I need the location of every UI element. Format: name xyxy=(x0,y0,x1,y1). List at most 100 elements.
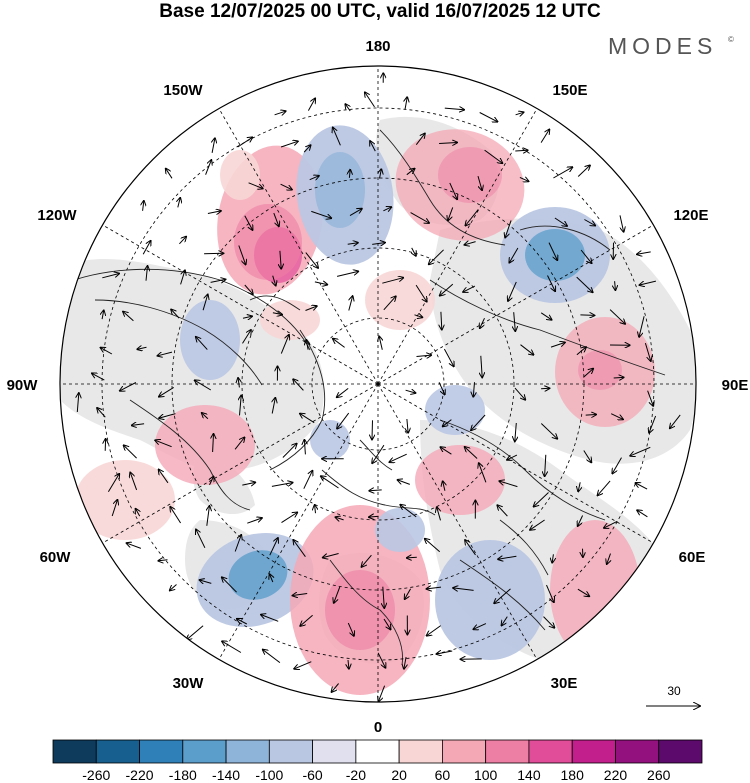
colorbar-swatch xyxy=(441,739,487,764)
wind-vector xyxy=(300,414,315,424)
coastline xyxy=(94,299,263,386)
wind-vector xyxy=(453,588,474,591)
wind-vector xyxy=(580,315,594,316)
map-disk xyxy=(60,66,696,702)
wind-vector xyxy=(281,513,298,524)
wind-vector xyxy=(210,477,214,486)
wind-vector xyxy=(271,483,293,487)
coastline xyxy=(129,399,251,511)
colorbar-tick-label: 220 xyxy=(604,767,628,783)
wind-vector xyxy=(242,330,251,344)
wind-vector xyxy=(441,447,452,455)
wind-vector xyxy=(159,560,168,561)
wind-vector xyxy=(238,245,246,265)
wind-vector xyxy=(640,280,657,285)
wind-vector xyxy=(505,220,512,237)
wind-vector xyxy=(427,625,441,636)
wind-vector xyxy=(244,215,253,230)
wind-vector xyxy=(612,457,622,474)
coastline xyxy=(359,439,393,471)
wind-vector xyxy=(553,167,572,179)
colorbar-tick-label: -60 xyxy=(302,767,322,783)
wind-vector xyxy=(437,651,453,654)
wind-vector xyxy=(242,482,255,485)
wind-vector xyxy=(649,415,657,433)
wind-vector xyxy=(466,209,479,225)
colorbar-tick-label: -140 xyxy=(212,767,240,783)
wind-vector xyxy=(550,343,565,348)
wind-vector xyxy=(554,217,567,226)
wind-vector xyxy=(136,509,140,517)
coastline xyxy=(269,329,326,471)
wind-vector xyxy=(580,249,591,263)
coastline-layer xyxy=(60,129,666,666)
wind-vector xyxy=(196,337,208,350)
wind-vector xyxy=(205,160,212,175)
wind-vector xyxy=(583,450,592,463)
wind-vector xyxy=(502,616,508,626)
wind-vector xyxy=(429,249,444,264)
wind-vector xyxy=(323,553,339,558)
meridian-line xyxy=(102,224,379,385)
wind-vector xyxy=(471,414,486,430)
wind-vector xyxy=(212,138,215,153)
wind-vector xyxy=(200,580,212,583)
wind-vector xyxy=(383,586,385,608)
wind-vector xyxy=(440,283,454,296)
wind-vector xyxy=(372,420,373,439)
wind-vector xyxy=(498,556,517,559)
wind-vector xyxy=(520,344,534,355)
wind-vector xyxy=(499,481,518,488)
coastline xyxy=(519,225,611,251)
wind-vector xyxy=(514,312,516,331)
wind-vector xyxy=(576,276,593,292)
colorbar-swatch xyxy=(268,739,313,764)
wind-vector xyxy=(170,507,182,524)
anomaly-contour xyxy=(220,150,260,200)
lon-label-30e: 30E xyxy=(551,675,578,692)
coastline xyxy=(499,519,549,576)
lon-label-120w: 120W xyxy=(37,207,77,224)
wind-vector xyxy=(479,112,498,122)
wind-vector xyxy=(410,212,429,223)
wind-vector xyxy=(315,505,316,514)
wind-vector xyxy=(379,685,386,702)
wind-vector xyxy=(465,242,476,245)
colorbar-swatch xyxy=(355,739,400,764)
wind-vector xyxy=(127,543,142,549)
wind-vector xyxy=(637,252,651,254)
wind-vector xyxy=(578,482,580,491)
latitude-circle xyxy=(241,247,515,521)
anomaly-contour xyxy=(550,520,640,660)
wind-vector xyxy=(336,517,344,520)
lon-label-90e: 90E xyxy=(722,377,749,394)
wind-vector xyxy=(439,143,457,144)
wind-vector xyxy=(179,237,186,245)
wind-vector xyxy=(463,285,476,292)
anomaly-contour xyxy=(325,570,395,650)
wind-vector xyxy=(314,282,327,285)
wind-vector xyxy=(372,243,385,245)
wind-vector xyxy=(345,104,350,112)
wind-vector xyxy=(97,408,106,418)
wind-vector xyxy=(349,209,362,217)
wind-vector xyxy=(196,530,206,549)
wind-vector xyxy=(234,535,241,552)
wind-vector xyxy=(77,393,79,413)
wind-vector xyxy=(583,369,593,378)
wind-vector xyxy=(293,379,304,391)
wind-vector xyxy=(407,557,417,558)
lon-label-120e: 120E xyxy=(673,207,708,224)
wind-vector xyxy=(120,382,137,391)
wind-vector xyxy=(406,169,415,176)
wind-vector xyxy=(130,473,138,491)
wind-vector xyxy=(237,619,248,625)
wind-vector xyxy=(604,520,618,528)
wind-vector xyxy=(443,481,445,491)
wind-vector xyxy=(210,279,226,282)
wind-vector xyxy=(407,418,408,433)
wind-vector xyxy=(248,182,263,189)
wind-vector xyxy=(101,348,113,355)
wind-vector xyxy=(630,446,651,456)
